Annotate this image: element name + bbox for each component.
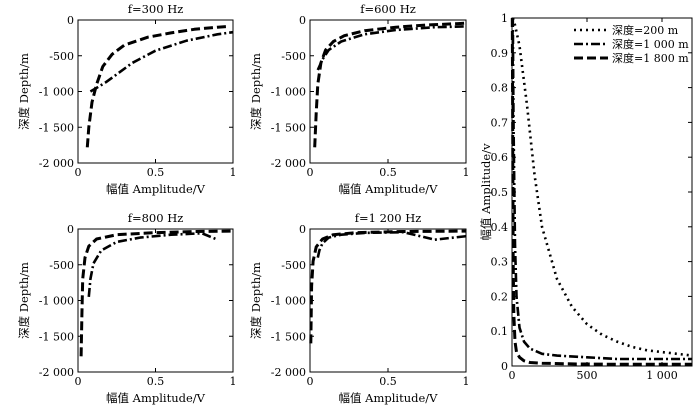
y-tick-label: -2 000 <box>271 157 306 170</box>
y-tick-label: 0.2 <box>491 290 509 303</box>
series-line-1 <box>511 17 693 357</box>
y-tick-label: -1 500 <box>271 330 306 343</box>
x-tick-label: 0.5 <box>147 375 165 388</box>
x-tick-label: 0 <box>307 375 314 388</box>
y-tick-label: -1 000 <box>39 86 74 99</box>
y-tick-label: -500 <box>281 259 306 272</box>
y-tick-label: -2 000 <box>39 157 74 170</box>
x-axis-label: 幅值 Amplitude/V <box>106 391 206 405</box>
x-tick-label: 0 <box>75 375 82 388</box>
x-tick-label: 1 000 <box>646 369 678 382</box>
y-axis-label: 深度 Depth/m <box>249 53 263 130</box>
series-line-1 <box>85 24 230 148</box>
chart-title: f=1 200 Hz <box>355 211 422 225</box>
plot-frame <box>511 17 693 367</box>
plot-frame <box>77 19 234 164</box>
legend-label: 深度=200 m <box>612 23 679 37</box>
y-tick-label: -2 000 <box>39 366 74 379</box>
y-tick-label: 0.4 <box>491 221 509 234</box>
x-axis-label: 幅值 Amplitude/V <box>339 391 439 405</box>
y-tick-label: -1 500 <box>39 330 74 343</box>
chart-panel-2: 0 0.5 1 0 -500 -1 000 -1 500 -2 000 f=600 Hz 幅值 A… <box>249 2 470 196</box>
legend-label: 深度=1 800 m <box>612 51 689 65</box>
x-tick-label: 500 <box>577 369 598 382</box>
y-tick-label: -500 <box>281 50 306 63</box>
y-tick-label: -1 000 <box>39 295 74 308</box>
x-tick-label: 0.5 <box>147 166 165 179</box>
y-tick-label: 0.1 <box>491 325 509 338</box>
series-line-3 <box>510 17 692 366</box>
y-tick-label: 0 <box>299 14 306 27</box>
y-tick-label: 0.9 <box>491 47 509 60</box>
y-axis-label: 幅值 Amplitude/v <box>479 143 493 241</box>
y-tick-label: -500 <box>49 50 74 63</box>
y-tick-label: 0 <box>67 223 74 236</box>
y-axis-label: 深度 Depth/m <box>17 53 31 130</box>
series-line-2 <box>316 25 467 71</box>
x-tick-label: 0 <box>307 166 314 179</box>
x-axis-label: 幅值 Amplitude/V <box>339 182 439 196</box>
chart-title: f=800 Hz <box>128 211 184 225</box>
x-tick-label: 0 <box>75 166 82 179</box>
y-axis-label: 深度 Depth/m <box>249 262 263 339</box>
plot-frame <box>309 228 467 373</box>
y-tick-label: -500 <box>49 259 74 272</box>
series-line-2 <box>87 232 218 298</box>
x-axis-label: 幅值 Amplitude/V <box>106 182 206 196</box>
chart-panel-1: 0 0.5 1 0 -500 -1 000 -1 500 -2 000 f=300 Hz 幅值 A… <box>17 2 237 196</box>
x-tick-label: 1 <box>230 166 237 179</box>
plot-frame <box>77 228 234 373</box>
chart-title: f=300 Hz <box>128 2 184 16</box>
y-tick-label: -1 500 <box>39 121 74 134</box>
chart-panel-3: 0 0.5 1 0 -500 -1 000 -1 500 -2 000 f=800 Hz 幅值 A… <box>17 211 237 405</box>
series-line-2 <box>511 17 692 361</box>
x-tick-label: 0 <box>509 369 516 382</box>
y-tick-label: -1 000 <box>271 295 306 308</box>
y-tick-label: 0 <box>299 223 306 236</box>
x-tick-label: 1 <box>463 166 470 179</box>
x-tick-label: 1 <box>230 375 237 388</box>
y-tick-label: 0.3 <box>491 256 509 269</box>
chart-panel-5: 0 500 1 000 0 0.1 0.2 0.3 0.4 0.5 0.6 0.7 0.8 0.9 1 幅值… <box>479 12 693 382</box>
x-tick-label: 0.5 <box>379 166 397 179</box>
y-tick-label: 0.6 <box>491 151 509 164</box>
series-line-2 <box>316 230 467 258</box>
y-tick-label: -1 000 <box>271 86 306 99</box>
y-axis-label: 深度 Depth/m <box>17 262 31 339</box>
series-line-1 <box>313 21 467 148</box>
y-tick-label: 0.8 <box>491 82 509 95</box>
y-tick-label: 0.5 <box>491 186 509 199</box>
y-tick-label: 0 <box>67 14 74 27</box>
y-tick-label: 0.7 <box>491 116 509 129</box>
y-tick-label: -2 000 <box>271 366 306 379</box>
y-tick-label: 0 <box>501 360 508 373</box>
series-line-2 <box>89 30 234 93</box>
series-line-1 <box>79 229 234 357</box>
chart-title: f=600 Hz <box>360 2 416 16</box>
legend: 深度=200 m深度=1 000 m深度=1 800 m <box>574 23 689 65</box>
series-line-1 <box>309 229 467 344</box>
chart-panel-4: 0 0.5 1 0 -500 -1 000 -1 500 -2 000 f=1 200 Hz 幅值… <box>249 211 470 405</box>
y-tick-label: 1 <box>501 12 508 25</box>
x-tick-label: 1 <box>463 375 470 388</box>
y-tick-label: -1 500 <box>271 121 306 134</box>
x-tick-label: 0.5 <box>379 375 397 388</box>
legend-label: 深度=1 000 m <box>612 37 689 51</box>
